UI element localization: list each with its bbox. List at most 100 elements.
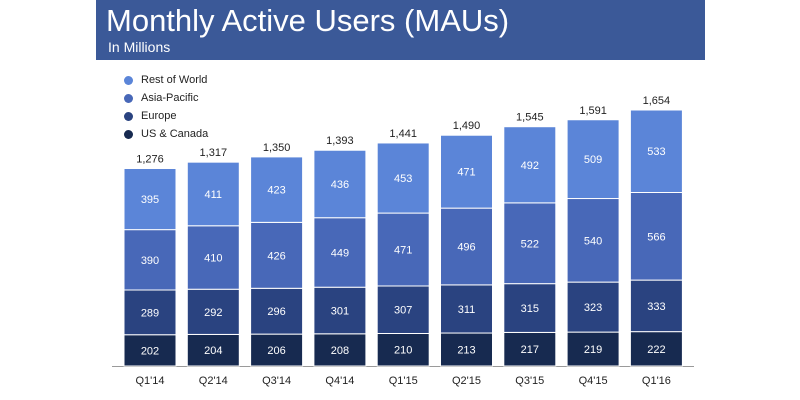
value-label-rest-of-world-q3-15: 492: [521, 160, 539, 172]
header-banner: Monthly Active Users (MAUs) In Millions: [96, 0, 705, 60]
bar-asia-pacific-q4-14: [313, 217, 367, 288]
bar-rest-of-world-q3-14: [250, 156, 304, 223]
bar-asia-pacific-q1-16: [629, 191, 683, 281]
bar-europe-q2-15: [440, 284, 493, 334]
legend-swatch-asia-pacific: [124, 93, 133, 103]
bar-us-canada-q3-15: [503, 331, 557, 367]
x-tick-label-q4-15: Q4'15: [579, 375, 608, 387]
value-label-us-canada-q1-16: 222: [647, 344, 665, 356]
value-label-us-canada-q3-15: 217: [521, 344, 539, 356]
value-label-rest-of-world-q1-16: 533: [647, 146, 665, 158]
legend-swatch-us-canada: [124, 129, 133, 139]
bar-rest-of-world-q1-15: [376, 142, 430, 214]
legend-label-us-canada: US & Canada: [141, 128, 209, 140]
total-label-q3-14: 1,350: [263, 142, 291, 154]
bar-asia-pacific-q3-14: [250, 221, 304, 289]
value-label-asia-pacific-q4-14: 449: [331, 247, 349, 259]
value-label-europe-q1-16: 333: [647, 301, 665, 313]
bar-rest-of-world-q4-15: [566, 119, 620, 200]
value-label-europe-q3-14: 296: [267, 306, 285, 318]
value-label-europe-q2-15: 311: [458, 304, 476, 316]
bar-asia-pacific-q1-14: [123, 229, 177, 291]
value-label-us-canada-q4-15: 219: [584, 344, 602, 356]
bar-asia-pacific-q3-15: [503, 202, 557, 285]
bar-rest-of-world-q2-15: [440, 134, 493, 209]
x-tick-label-q3-15: Q3'15: [515, 375, 544, 387]
legend: Rest of World Asia-Pacific Europe US & C…: [124, 72, 208, 144]
bar-us-canada-q2-15: [440, 332, 493, 367]
bar-us-canada-q1-16: [629, 331, 683, 367]
legend-item-europe: Europe: [124, 108, 208, 124]
value-label-asia-pacific-q3-15: 522: [521, 238, 539, 250]
total-label-q4-14: 1,393: [326, 135, 354, 147]
bar-us-canada-q1-14: [123, 334, 177, 367]
x-tick-label-q4-14: Q4'14: [325, 375, 354, 387]
total-label-q4-15: 1,591: [579, 105, 607, 117]
x-tick-label-q1-15: Q1'15: [389, 375, 418, 387]
bar-europe-q2-14: [186, 288, 240, 335]
value-label-europe-q4-14: 301: [331, 306, 349, 318]
bar-rest-of-world-q1-14: [123, 168, 177, 231]
legend-label-asia-pacific: Asia-Pacific: [141, 92, 199, 104]
legend-label-rest-of-world: Rest of World: [141, 74, 208, 86]
value-label-europe-q1-14: 289: [141, 307, 159, 319]
total-label-q2-15: 1,490: [453, 120, 481, 132]
value-label-us-canada-q1-15: 210: [394, 345, 412, 357]
value-label-rest-of-world-q4-15: 509: [584, 154, 602, 166]
value-label-asia-pacific-q4-15: 540: [584, 235, 602, 247]
bar-us-canada-q1-15: [376, 332, 430, 367]
legend-item-us-canada: US & Canada: [124, 126, 208, 142]
value-label-europe-q1-15: 307: [394, 305, 412, 317]
value-label-us-canada-q3-14: 206: [267, 345, 285, 357]
legend-item-asia-pacific: Asia-Pacific: [124, 90, 208, 106]
bar-europe-q3-15: [503, 283, 557, 333]
total-label-q3-15: 1,545: [516, 112, 544, 124]
chart-subtitle: In Millions: [108, 39, 171, 55]
legend-item-rest-of-world: Rest of World: [124, 72, 208, 88]
value-label-us-canada-q1-14: 202: [141, 345, 159, 357]
chart-title: Monthly Active Users (MAUs): [106, 3, 510, 38]
value-label-rest-of-world-q2-15: 471: [457, 167, 475, 179]
value-label-rest-of-world-q4-14: 436: [331, 179, 349, 191]
value-label-europe-q2-14: 292: [204, 307, 222, 319]
bar-rest-of-world-q1-16: [629, 109, 683, 193]
legend-swatch-europe: [124, 111, 133, 121]
bar-asia-pacific-q2-14: [186, 225, 240, 290]
bar-rest-of-world-q3-15: [503, 126, 557, 204]
bar-asia-pacific-q1-15: [376, 212, 430, 287]
bar-europe-q1-16: [629, 279, 683, 333]
x-tick-label-q3-14: Q3'14: [262, 375, 291, 387]
x-tick-label-q2-14: Q2'14: [199, 375, 228, 387]
value-label-rest-of-world-q3-14: 423: [267, 185, 285, 197]
bar-rest-of-world-q4-14: [313, 149, 367, 219]
bar-europe-q3-14: [250, 287, 304, 335]
x-tick-label-q2-15: Q2'15: [452, 375, 481, 387]
value-label-rest-of-world-q1-14: 395: [141, 194, 159, 206]
value-label-europe-q4-15: 323: [584, 302, 602, 314]
total-label-q1-16: 1,654: [643, 95, 671, 107]
total-label-q1-14: 1,276: [136, 154, 164, 166]
value-label-asia-pacific-q1-14: 390: [141, 255, 159, 267]
value-label-us-canada-q2-14: 204: [204, 345, 222, 357]
value-label-us-canada-q4-14: 208: [331, 345, 349, 357]
legend-label-europe: Europe: [141, 110, 177, 122]
value-label-asia-pacific-q1-15: 471: [394, 245, 412, 257]
value-label-rest-of-world-q1-15: 453: [394, 173, 412, 185]
bar-asia-pacific-q2-15: [440, 207, 493, 286]
value-label-asia-pacific-q1-16: 566: [647, 231, 665, 243]
total-label-q2-14: 1,317: [200, 147, 228, 159]
total-label-q1-15: 1,441: [389, 128, 417, 140]
bar-rest-of-world-q2-14: [186, 161, 240, 227]
value-label-us-canada-q2-15: 213: [457, 345, 475, 357]
legend-swatch-rest-of-world: [124, 75, 133, 85]
value-label-asia-pacific-q2-15: 496: [457, 242, 475, 254]
bar-europe-q1-15: [376, 285, 430, 334]
value-label-asia-pacific-q3-14: 426: [267, 250, 285, 262]
bar-asia-pacific-q4-15: [566, 198, 620, 283]
value-label-rest-of-world-q2-14: 411: [205, 189, 223, 201]
x-tick-label-q1-14: Q1'14: [135, 375, 164, 387]
bar-us-canada-q3-14: [250, 333, 304, 367]
x-tick-label-q1-16: Q1'16: [642, 375, 671, 387]
value-label-europe-q3-15: 315: [521, 303, 539, 315]
